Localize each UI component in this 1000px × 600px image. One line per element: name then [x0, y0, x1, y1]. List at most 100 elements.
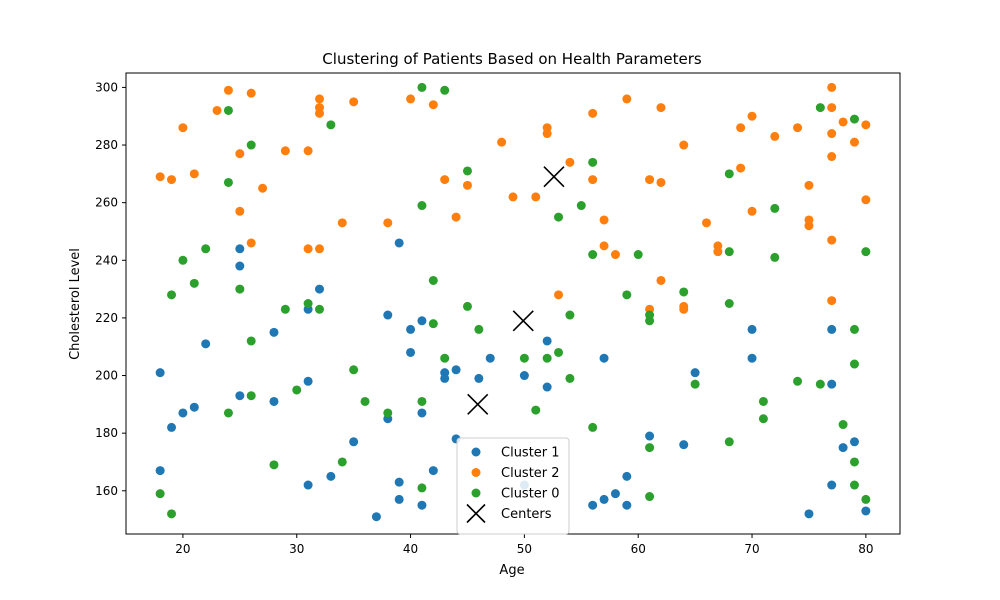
center-marker — [512, 310, 534, 332]
data-point — [610, 489, 620, 499]
data-point — [861, 120, 871, 130]
data-point — [167, 509, 177, 519]
data-point — [417, 82, 427, 92]
y-tick-label: 240 — [95, 253, 118, 267]
legend-marker — [471, 468, 481, 477]
data-point — [815, 379, 825, 389]
data-point — [167, 290, 177, 300]
y-tick-label: 260 — [95, 196, 118, 210]
data-point — [736, 163, 746, 173]
data-point — [849, 137, 859, 147]
data-point — [622, 500, 632, 510]
x-axis-label: Age — [499, 563, 524, 578]
chart-title: Clustering of Patients Based on Health P… — [322, 50, 702, 68]
y-axis-label: Cholesterol Level — [68, 248, 83, 360]
data-point — [519, 353, 529, 363]
data-point — [451, 212, 461, 222]
data-point — [303, 146, 313, 156]
data-point — [770, 131, 780, 141]
data-point — [827, 480, 837, 490]
data-point — [576, 201, 586, 211]
data-point — [724, 299, 734, 308]
data-point — [246, 140, 256, 150]
y-axis: 160 180 200 220 240 260 280 300 — [95, 80, 126, 498]
legend-label: Cluster 1 — [501, 446, 560, 461]
data-point — [326, 120, 336, 130]
data-point — [861, 195, 871, 205]
data-point — [531, 405, 541, 415]
data-point — [235, 284, 245, 294]
data-point — [462, 301, 472, 311]
data-point — [849, 359, 859, 369]
data-point — [178, 123, 188, 133]
data-point — [679, 304, 689, 314]
data-point — [428, 275, 438, 285]
data-point — [451, 365, 461, 375]
data-point — [315, 94, 324, 104]
data-point — [371, 512, 381, 522]
data-point — [417, 316, 427, 326]
data-point — [849, 437, 859, 447]
data-point — [793, 376, 803, 386]
legend: Cluster 1 Cluster 2 Cluster 0 Centers — [456, 437, 570, 535]
data-point — [645, 492, 655, 502]
data-point — [212, 105, 222, 115]
data-point — [588, 157, 598, 167]
data-point — [690, 379, 700, 389]
data-point — [542, 353, 552, 363]
data-point — [804, 180, 814, 190]
data-point — [542, 129, 552, 139]
data-point — [508, 192, 518, 202]
data-point — [269, 460, 279, 470]
data-point — [656, 275, 666, 285]
data-point — [303, 244, 313, 254]
data-point — [337, 457, 347, 467]
data-point — [679, 140, 689, 150]
data-point — [440, 373, 450, 383]
data-point — [383, 310, 393, 320]
data-point — [599, 494, 609, 504]
data-point — [417, 483, 427, 493]
x-tick-label: 80 — [858, 542, 873, 556]
data-point — [440, 175, 450, 185]
data-point — [588, 175, 598, 185]
data-point — [565, 157, 575, 167]
data-point — [770, 252, 780, 262]
data-point — [827, 235, 837, 245]
data-point — [622, 290, 632, 300]
data-point — [428, 100, 438, 110]
data-point — [406, 347, 416, 357]
data-point — [292, 385, 302, 395]
data-point — [155, 368, 165, 378]
data-point — [417, 408, 427, 418]
data-point — [383, 408, 393, 418]
data-point — [280, 146, 290, 156]
data-point — [849, 324, 859, 334]
data-point — [349, 437, 359, 447]
y-tick-label: 160 — [95, 484, 118, 498]
data-point — [656, 103, 666, 113]
data-point — [747, 111, 757, 121]
data-point — [554, 212, 564, 222]
data-point — [861, 247, 871, 257]
data-point — [406, 94, 416, 104]
data-point — [679, 440, 689, 450]
data-point — [303, 376, 313, 386]
data-point — [838, 420, 848, 430]
data-point — [861, 506, 871, 516]
y-tick-label: 180 — [95, 426, 118, 440]
data-point — [178, 408, 188, 418]
data-point — [645, 443, 655, 453]
data-point — [201, 339, 211, 349]
data-point — [474, 373, 484, 383]
data-point — [223, 177, 233, 187]
data-point — [554, 347, 564, 357]
data-point — [235, 149, 245, 159]
data-point — [542, 382, 552, 392]
data-point — [428, 319, 438, 329]
data-point — [531, 192, 541, 202]
data-point — [246, 238, 256, 248]
data-point — [235, 391, 245, 401]
data-point — [235, 206, 245, 216]
